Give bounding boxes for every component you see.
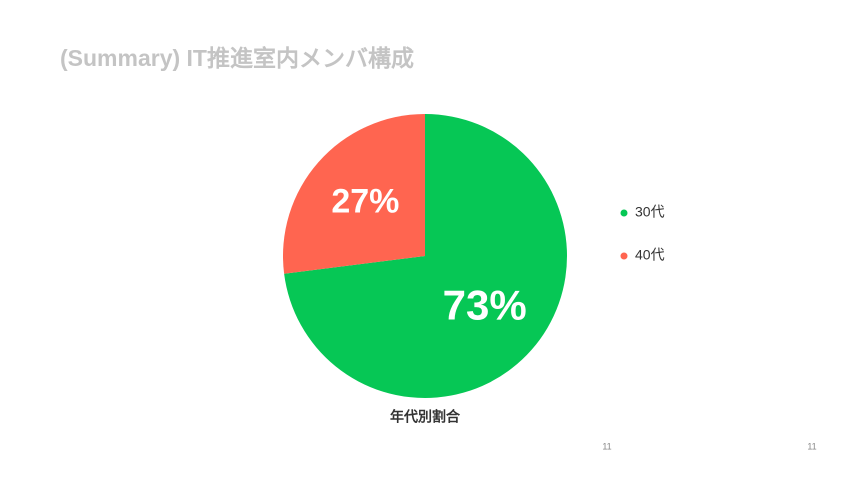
page-number: 11 bbox=[807, 441, 816, 451]
page-number: 11 bbox=[602, 441, 611, 451]
pie-slice bbox=[283, 114, 425, 274]
slice-label: 27% bbox=[331, 182, 399, 220]
pie-slice bbox=[284, 114, 567, 398]
slide-title: (Summary) IT推進室内メンバ構成 bbox=[60, 45, 414, 71]
legend-dot bbox=[620, 252, 628, 260]
chart-caption: 年代別割合 bbox=[390, 409, 461, 425]
legend-label: 30代 bbox=[635, 204, 665, 220]
slice-label: 73% bbox=[443, 282, 527, 329]
legend-label: 40代 bbox=[635, 247, 665, 263]
legend-dot bbox=[620, 209, 628, 217]
